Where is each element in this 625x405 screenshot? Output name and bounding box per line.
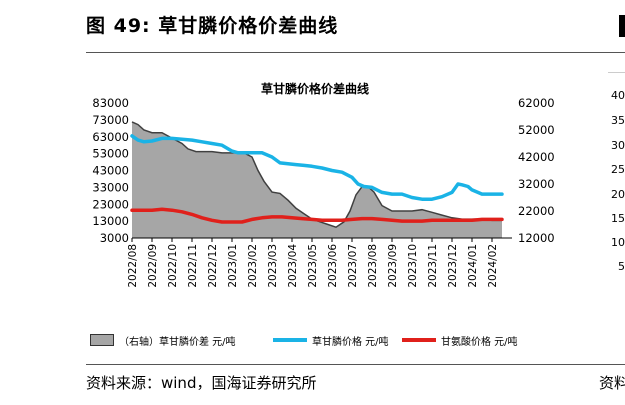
legend-label: （右轴）草甘膦价差 元/吨 — [119, 336, 236, 348]
left-axis-tick-label: 13000 — [92, 214, 129, 228]
left-axis-tick-label: 43000 — [92, 164, 129, 178]
left-axis-tick-label: 83000 — [92, 96, 129, 110]
next-axis-tick: 5 — [618, 260, 625, 273]
left-axis-tick-label: 23000 — [92, 197, 129, 211]
legend-label: 甘氨酸价格 元/吨 — [441, 336, 518, 348]
title-rule — [86, 52, 625, 53]
legend-item-glyphosate: 草甘膦价格 元/吨 — [273, 333, 389, 348]
next-figure-title-fragment — [619, 15, 625, 37]
right-axis-tick-label: 32000 — [518, 177, 555, 191]
x-axis-tick-label: 2023/04 — [287, 244, 299, 288]
left-axis-tick-label: 53000 — [92, 147, 129, 161]
x-axis-tick-label: 2024/01 — [467, 244, 479, 288]
x-axis-tick-label: 2023/05 — [307, 244, 319, 288]
glycine-price-line — [130, 207, 504, 224]
x-axis-tick-label: 2023/12 — [447, 244, 459, 288]
x-axis-tick-label: 2023/09 — [387, 244, 399, 288]
legend-item-spread: （右轴）草甘膦价差 元/吨 — [90, 333, 236, 348]
next-figure-frame-rule — [608, 72, 625, 73]
next-axis-tick: 25 — [611, 163, 625, 176]
x-axis-tick-label: 2022/08 — [127, 244, 139, 288]
price-spread-chart: 草甘膦价格价差曲线 83000 73000 63000 53000 43000 33000… — [92, 81, 554, 288]
next-axis-tick: 40 — [611, 89, 625, 102]
glyphosate-price-line — [130, 134, 504, 201]
x-axis-tick-label: 2023/11 — [427, 244, 439, 288]
next-source-note-fragment: 资料 — [599, 374, 625, 392]
spread-area — [132, 121, 502, 238]
footer-rule — [86, 364, 625, 365]
legend-swatch-line — [402, 338, 436, 342]
x-axis-tick-label: 2023/06 — [327, 244, 339, 288]
x-axis-tick-label: 2023/03 — [267, 244, 279, 288]
x-axis-tick-label: 2022/11 — [187, 244, 199, 288]
x-axis-tick-label: 2022/09 — [147, 244, 159, 288]
x-axis-tick-label: 2023/10 — [407, 244, 419, 288]
next-axis-tick: 10 — [611, 236, 625, 249]
right-axis-tick-label: 22000 — [518, 204, 555, 218]
right-axis-tick-label: 52000 — [518, 123, 555, 137]
next-axis-tick: 30 — [611, 139, 625, 152]
right-axis-tick-label: 12000 — [518, 231, 555, 245]
chart-title: 草甘膦价格价差曲线 — [261, 81, 369, 96]
x-axis-tick-label: 2024/02 — [487, 244, 499, 288]
x-axis-tick-label: 2023/08 — [367, 244, 379, 288]
legend-item-glycine: 甘氨酸价格 元/吨 — [402, 333, 518, 348]
x-axis-tick-label: 2023/07 — [347, 244, 359, 288]
left-axis-tick-label: 3000 — [100, 231, 129, 245]
x-axis-tick-label: 2023/02 — [247, 244, 259, 288]
spread-area-outline — [131, 121, 502, 229]
axes: 83000 73000 63000 53000 43000 33000 23000 13000… — [92, 96, 554, 288]
next-axis-tick: 20 — [611, 188, 625, 201]
left-axis-tick-label: 73000 — [92, 113, 129, 127]
legend-swatch-line — [273, 338, 307, 342]
next-axis-tick: 15 — [611, 212, 625, 225]
source-note: 资料来源：wind，国海证券研究所 — [86, 374, 317, 392]
right-axis-tick-label: 42000 — [518, 150, 555, 164]
plot-area — [130, 121, 504, 238]
right-axis-tick-label: 62000 — [518, 96, 555, 110]
x-axis-tick-label: 2022/10 — [167, 244, 179, 288]
x-axis-tick-label: 2023/01 — [227, 244, 239, 288]
legend-label: 草甘膦价格 元/吨 — [312, 336, 389, 348]
next-axis-tick: 35 — [611, 114, 625, 127]
figure-title: 图 49: 草甘膦价格价差曲线 — [86, 15, 339, 37]
x-axis-tick-label: 2022/12 — [207, 244, 219, 288]
legend-swatch-area — [90, 334, 114, 346]
left-axis-tick-label: 33000 — [92, 180, 129, 194]
left-axis-tick-label: 63000 — [92, 130, 129, 144]
